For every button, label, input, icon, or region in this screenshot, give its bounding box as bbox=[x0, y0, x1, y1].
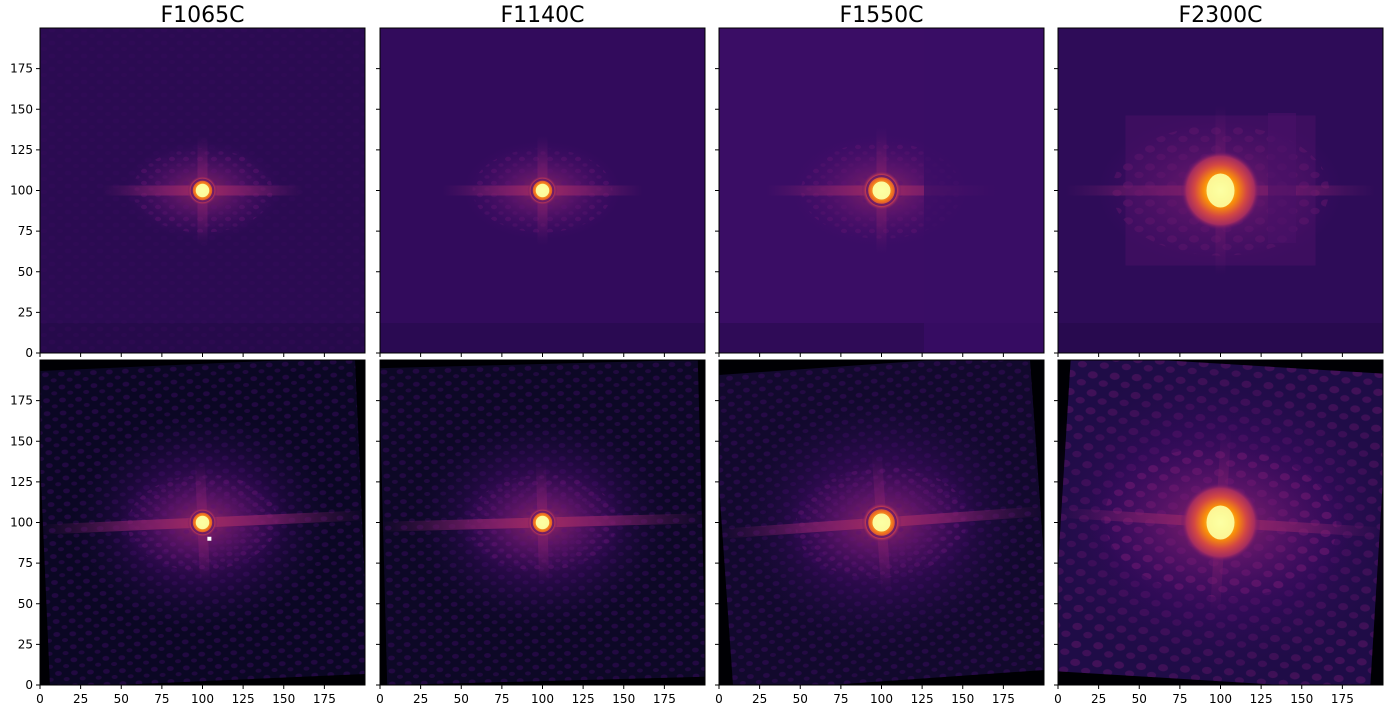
panel-top-4 bbox=[1054, 27, 1384, 357]
x-tick-label: 100 bbox=[1209, 692, 1232, 706]
x-tick-label: 100 bbox=[870, 692, 893, 706]
panel-bottom-4: 0 25 50 75 100 125 150 175 bbox=[1054, 359, 1384, 706]
x-tick-label: 125 bbox=[1250, 692, 1273, 706]
panel-bottom-2: 0 25 50 75 100 125 150 175 bbox=[376, 359, 706, 706]
panel-top-2 bbox=[376, 27, 706, 357]
x-tick-label: 75 bbox=[833, 692, 848, 706]
y-tick-label: 0 bbox=[25, 678, 33, 692]
y-tick-label: 100 bbox=[10, 184, 33, 198]
heatmap-image bbox=[1058, 28, 1383, 353]
y-tick-label: 50 bbox=[18, 265, 33, 279]
y-tick-label: 75 bbox=[18, 224, 33, 238]
x-tick-label: 25 bbox=[752, 692, 767, 706]
y-tick-label: 150 bbox=[10, 102, 33, 116]
x-tick-label: 25 bbox=[73, 692, 88, 706]
panel-title: F1065C bbox=[160, 3, 244, 28]
heatmap-image bbox=[380, 28, 705, 353]
x-tick-label: 175 bbox=[653, 692, 676, 706]
heatmap-image bbox=[380, 360, 705, 685]
x-tick-label: 150 bbox=[612, 692, 635, 706]
x-tick-label: 125 bbox=[911, 692, 934, 706]
panel-top-1: 0 25 50 75 100 125 150 175 bbox=[10, 27, 366, 360]
x-tick-label: 175 bbox=[1331, 692, 1354, 706]
panel-title: F1550C bbox=[839, 3, 923, 28]
panel-top-3 bbox=[715, 27, 1045, 357]
x-tick-label: 75 bbox=[1172, 692, 1187, 706]
heatmap-image bbox=[719, 360, 1044, 685]
heatmap-image bbox=[40, 28, 365, 353]
x-tick-label: 125 bbox=[572, 692, 595, 706]
x-tick-label: 0 bbox=[36, 692, 44, 706]
x-tick-label: 175 bbox=[992, 692, 1015, 706]
y-tick-label: 125 bbox=[10, 143, 33, 157]
y-tick-label: 150 bbox=[10, 434, 33, 448]
x-tick-label: 100 bbox=[191, 692, 214, 706]
x-tick-label: 50 bbox=[114, 692, 129, 706]
x-tick-label: 100 bbox=[531, 692, 554, 706]
x-tick-label: 125 bbox=[232, 692, 255, 706]
x-tick-label: 25 bbox=[413, 692, 428, 706]
x-tick-label: 0 bbox=[1054, 692, 1062, 706]
x-tick-label: 50 bbox=[454, 692, 469, 706]
x-tick-label: 75 bbox=[494, 692, 509, 706]
x-tick-label: 25 bbox=[1091, 692, 1106, 706]
bad-pixel-marker bbox=[207, 536, 212, 541]
x-tick-label: 50 bbox=[793, 692, 808, 706]
heatmap-image bbox=[40, 360, 365, 685]
y-tick-label: 125 bbox=[10, 475, 33, 489]
x-tick-label: 150 bbox=[1290, 692, 1313, 706]
heatmap-image bbox=[1058, 360, 1383, 685]
y-tick-label: 75 bbox=[18, 556, 33, 570]
x-tick-label: 0 bbox=[715, 692, 723, 706]
y-tick-label: 100 bbox=[10, 516, 33, 530]
x-tick-label: 75 bbox=[154, 692, 169, 706]
panel-bottom-3: 0 25 50 75 100 125 150 175 bbox=[715, 359, 1045, 706]
y-tick-label: 0 bbox=[25, 346, 33, 360]
y-tick-label: 50 bbox=[18, 597, 33, 611]
y-tick-label: 175 bbox=[10, 62, 33, 76]
panel-title: F2300C bbox=[1178, 3, 1262, 28]
x-tick-label: 150 bbox=[272, 692, 295, 706]
x-tick-label: 175 bbox=[313, 692, 336, 706]
x-tick-label: 150 bbox=[951, 692, 974, 706]
y-tick-label: 25 bbox=[18, 305, 33, 319]
x-tick-label: 50 bbox=[1132, 692, 1147, 706]
x-tick-label: 0 bbox=[376, 692, 384, 706]
panel-title: F1140C bbox=[500, 3, 584, 28]
panel-bottom-1: 0 25 50 75 100 125 150 175 0 25 50 75 100 125 150 175 bbox=[10, 359, 366, 706]
y-tick-label: 175 bbox=[10, 394, 33, 408]
y-tick-label: 25 bbox=[18, 637, 33, 651]
heatmap-image bbox=[719, 28, 1044, 353]
